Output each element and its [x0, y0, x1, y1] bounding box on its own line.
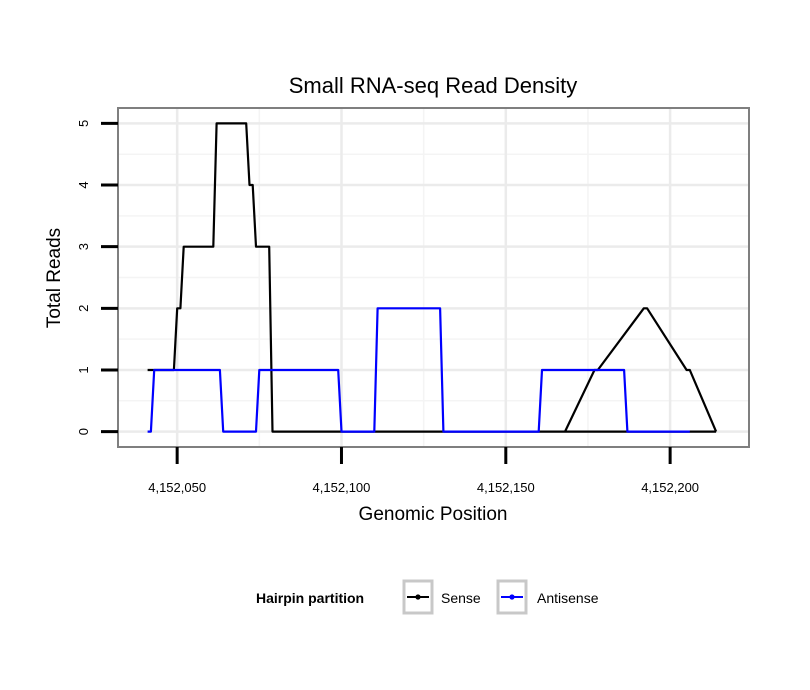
y-tick-label-4: 4: [76, 181, 91, 188]
y-axis-title: Total Reads: [44, 228, 65, 328]
x-tick-label-2: 4,152,150: [477, 480, 535, 495]
plot-border: [117, 107, 750, 448]
legend-label-antisense: Antisense: [537, 590, 599, 606]
legend-label-sense: Sense: [441, 590, 481, 606]
x-axis: 4,152,050 4,152,100 4,152,150 4,152,200: [148, 447, 699, 495]
x-tick-label-1: 4,152,100: [313, 480, 371, 495]
y-tick-label-2: 2: [76, 305, 91, 312]
y-tick-label-3: 3: [76, 243, 91, 250]
legend: Hairpin partition Sense Antisense: [256, 579, 599, 615]
chart-title: Small RNA-seq Read Density: [289, 73, 578, 98]
legend-point-sense: [415, 594, 421, 600]
x-tick-label-0: 4,152,050: [148, 480, 206, 495]
legend-title: Hairpin partition: [256, 590, 364, 606]
y-axis: 0 1 2 3 4 5: [76, 120, 118, 435]
legend-item-sense: Sense: [402, 579, 481, 615]
y-tick-label-0: 0: [76, 428, 91, 435]
series-layer: [147, 122, 718, 433]
legend-item-antisense: Antisense: [496, 579, 599, 615]
x-axis-title: Genomic Position: [359, 504, 508, 525]
series-line-sense-0: [147, 122, 717, 433]
series-line-antisense-2: [147, 307, 690, 433]
y-tick-label-1: 1: [76, 366, 91, 373]
legend-point-antisense: [509, 594, 515, 600]
y-tick-label-5: 5: [76, 120, 91, 127]
x-tick-label-3: 4,152,200: [641, 480, 699, 495]
